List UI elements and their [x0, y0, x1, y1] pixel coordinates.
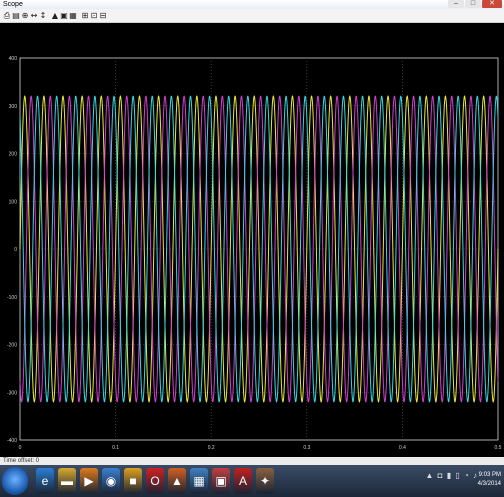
y-tick-label: 200 [9, 152, 18, 158]
clock-date: 4/3/2014 [477, 481, 501, 487]
series-line-1 [19, 95, 499, 403]
y-tick-label: -400 [7, 438, 17, 444]
taskbar: e ▬ ▶ ◉ ■ O ▲ ▦ ▣ A ✦ ▲ ◘ ▮ ▯ ◔ ♪ 9:03 PM 4/3/2014 [0, 465, 504, 497]
zoom-y-icon[interactable]: ↕ [39, 11, 47, 20]
app-icon[interactable]: ✦ [256, 468, 274, 494]
y-tick-label: -200 [7, 343, 17, 349]
scope-window: Scope ‒ □ ✕ ⎙ ▤ ⊕ ↔ ↕ ▲ ▣ ▦ ⊞ ⊡ ⊟ 400 300 200 100 0 -10… [0, 0, 504, 465]
x-tick-label: 0.4 [399, 445, 406, 451]
y-tick-label: -100 [7, 295, 17, 301]
app-icon[interactable]: ◉ [102, 468, 120, 494]
app-icon[interactable]: ■ [124, 468, 142, 494]
clock[interactable]: 9:03 PM 4/3/2014 [478, 471, 501, 489]
y-tick-label: 400 [9, 56, 18, 62]
x-tick-label: 0 [19, 445, 22, 451]
signal-selection-icon[interactable]: ⊟ [99, 11, 107, 20]
app-icon[interactable]: ▦ [190, 468, 208, 494]
title-bar: Scope ‒ □ ✕ [0, 0, 504, 9]
y-tick-label: 100 [9, 199, 18, 205]
opera-icon[interactable]: O [146, 468, 164, 494]
system-tray[interactable]: ▲ ◘ ▮ ▯ ◔ ♪ [425, 471, 478, 480]
x-tick-label: 0.2 [208, 445, 215, 451]
zoom-x-icon[interactable]: ↔ [30, 11, 38, 20]
y-tick-label: -300 [7, 390, 17, 396]
floating-scope-icon[interactable]: ⊞ [81, 11, 89, 20]
x-tick-label: 0.5 [495, 445, 502, 451]
status-bar: Time offset: 0 [0, 457, 504, 465]
status-text: Time offset: 0 [3, 458, 40, 464]
x-tick-label: 0.1 [112, 445, 119, 451]
toolbar: ⎙ ▤ ⊕ ↔ ↕ ▲ ▣ ▦ ⊞ ⊡ ⊟ [0, 9, 504, 23]
file-explorer-icon[interactable]: ▬ [58, 468, 76, 494]
acrobat-icon[interactable]: A [234, 468, 252, 494]
maximize-button[interactable]: □ [465, 0, 481, 8]
series-line-3 [19, 95, 499, 403]
y-tick-label: 300 [9, 104, 18, 110]
save-axes-icon[interactable]: ▣ [60, 11, 68, 20]
start-button[interactable] [2, 467, 28, 495]
matlab-icon[interactable]: ▲ [168, 468, 186, 494]
close-button[interactable]: ✕ [482, 0, 502, 8]
window-title: Scope [3, 1, 23, 8]
internet-explorer-icon[interactable]: e [36, 468, 54, 494]
media-player-icon[interactable]: ▶ [80, 468, 98, 494]
autoscale-icon[interactable]: ▲ [51, 11, 59, 20]
zoom-in-icon[interactable]: ⊕ [21, 11, 29, 20]
print-icon[interactable]: ⎙ [3, 11, 11, 20]
minimize-button[interactable]: ‒ [448, 0, 464, 8]
app-icon[interactable]: ▣ [212, 468, 230, 494]
restore-axes-icon[interactable]: ▦ [69, 11, 77, 20]
parameters-icon[interactable]: ▤ [12, 11, 20, 20]
lock-icon[interactable]: ⊡ [90, 11, 98, 20]
y-tick-label: 0 [14, 247, 17, 253]
x-tick-label: 0.3 [303, 445, 310, 451]
series-line-2 [19, 95, 499, 403]
clock-time: 9:03 PM [478, 472, 501, 478]
